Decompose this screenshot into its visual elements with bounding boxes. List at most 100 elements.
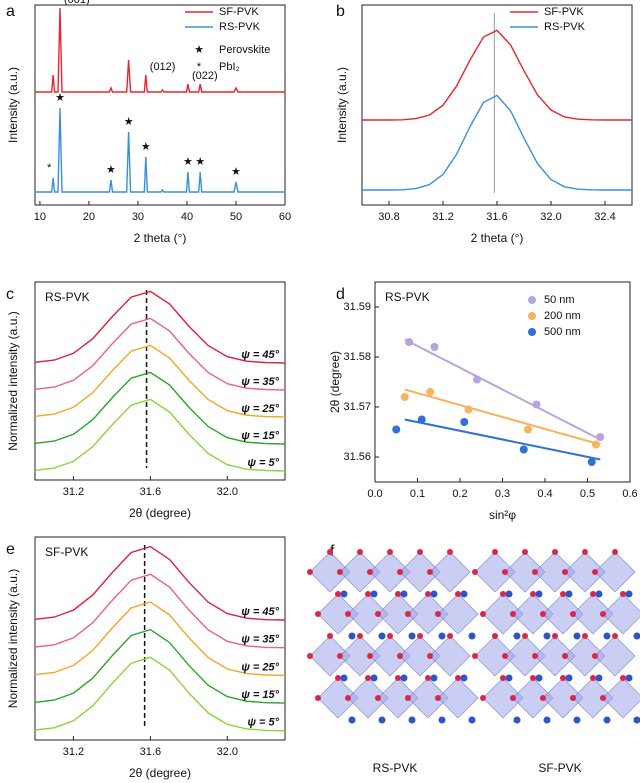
atom [365, 591, 371, 597]
data-point [417, 415, 426, 424]
x-tick-label: 32.4 [594, 211, 615, 223]
atom [400, 590, 408, 598]
x-tick-label: 0.0 [367, 488, 382, 500]
octahedron [474, 551, 516, 593]
atom [395, 591, 401, 597]
octahedron [339, 635, 381, 677]
octahedron [369, 551, 411, 593]
legend-label: PbI₂ [219, 61, 240, 73]
octahedron [504, 635, 546, 677]
data-line [35, 107, 285, 193]
panel-title: RS-PVK [45, 290, 90, 304]
atom [565, 674, 573, 682]
atom [570, 695, 576, 701]
x-tick-label: 30 [132, 211, 144, 223]
x-tick-label: 31.6 [140, 746, 161, 758]
legend-label: 500 nm [544, 326, 581, 338]
y-tick-label: 31.57 [343, 401, 371, 413]
data-line [34, 601, 286, 677]
atom [427, 653, 433, 659]
octahedron [534, 551, 576, 593]
atom [582, 633, 588, 639]
atom [357, 549, 363, 555]
atom [560, 591, 566, 597]
plot-frame [374, 281, 631, 483]
x-tick-label: 10 [34, 211, 46, 223]
atom [625, 674, 633, 682]
atom [570, 611, 576, 617]
atom [340, 674, 348, 682]
atom [447, 549, 453, 555]
legend-symbol: * [197, 61, 202, 73]
atom [530, 591, 536, 597]
peak-marker: ★ [55, 92, 65, 104]
octahedron [572, 677, 614, 719]
octahedron [482, 593, 524, 635]
atom [400, 674, 408, 682]
atom [455, 591, 461, 597]
atom [552, 633, 558, 639]
atom [387, 549, 393, 555]
x-tick-label: 31.6 [486, 211, 507, 223]
y-tick-label: 31.58 [343, 351, 371, 363]
atom [370, 590, 378, 598]
data-point [473, 375, 481, 384]
legend-label: RS-PVK [544, 21, 586, 33]
atom [307, 653, 313, 659]
atom [370, 674, 378, 682]
legend-label: ψ = 5° [247, 717, 279, 729]
legend-label: ψ = 25° [241, 661, 279, 673]
atom [505, 590, 513, 598]
x-tick-label: 32.0 [217, 486, 238, 498]
octahedron [482, 677, 524, 719]
atom [492, 633, 498, 639]
data-point [405, 338, 413, 346]
atom [592, 569, 598, 575]
atom [522, 549, 528, 555]
octahedron [474, 635, 516, 677]
atom [417, 549, 423, 555]
atom [315, 695, 321, 701]
data-line [34, 628, 286, 704]
x-tick-label: 31.6 [140, 486, 161, 498]
x-tick-label: 30.8 [378, 211, 399, 223]
atom [535, 674, 543, 682]
atom [345, 611, 351, 617]
peak-label: (001) [64, 0, 90, 6]
atom [552, 549, 558, 555]
atom [472, 653, 478, 659]
legend-label: ψ = 25° [241, 403, 279, 415]
peak-marker: ★ [183, 156, 193, 168]
fit-line [404, 388, 601, 446]
octahedron [369, 635, 411, 677]
atom [345, 695, 351, 701]
panel-title: SF-PVK [45, 545, 88, 559]
atom [468, 716, 476, 724]
atom [540, 611, 546, 617]
legend-symbol: ★ [194, 44, 204, 56]
atom [315, 611, 321, 617]
y-axis-title: Normalized intensity (a.u.) [6, 311, 20, 450]
data-point [596, 433, 605, 441]
atom [562, 569, 568, 575]
y-tick-label: 31.56 [343, 451, 371, 463]
x-tick-label: 32.0 [540, 211, 561, 223]
legend-label: ψ = 5° [247, 457, 279, 469]
peak-marker: ★ [124, 116, 134, 128]
atom [408, 632, 416, 640]
legend-label: ψ = 35° [241, 634, 279, 646]
atom [492, 549, 498, 555]
plot-frame [34, 4, 286, 206]
octahedron [347, 593, 389, 635]
atom [480, 611, 486, 617]
octahedron [377, 677, 419, 719]
x-axis-title: 2 theta (°) [471, 231, 524, 245]
data-point [587, 458, 596, 466]
atom [417, 633, 423, 639]
legend-label: SF-PVK [544, 6, 584, 18]
fit-line [404, 418, 601, 461]
x-tick-label: 31.2 [63, 746, 84, 758]
x-tick-label: 31.2 [63, 486, 84, 498]
octahedron [594, 635, 636, 677]
